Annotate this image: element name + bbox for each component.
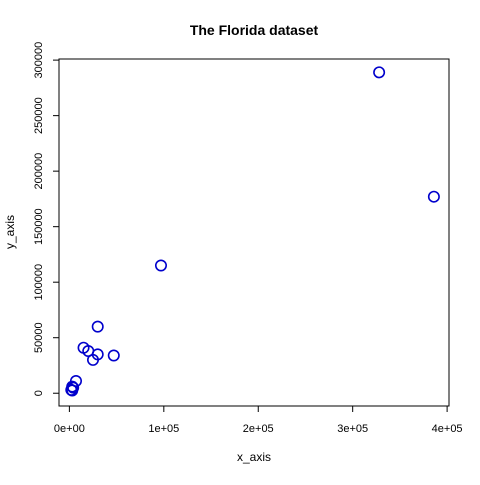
data-point [374,67,384,77]
plot-frame [59,59,449,406]
x-axis: 0e+00 1e+05 2e+05 3e+05 4e+05 [54,406,463,435]
y-tick-label: 200000 [33,153,45,190]
y-tick-label: 250000 [33,97,45,134]
y-axis-label: y_axis [3,215,17,249]
y-tick-label: 300000 [33,42,45,79]
y-tick-label: 100000 [33,264,45,301]
x-tick-label: 2e+05 [243,423,274,435]
data-point [93,321,103,331]
data-point [156,260,166,270]
x-tick-label: 4e+05 [432,423,463,435]
y-axis: 0 50000 100000 150000 200000 250000 300000 [33,42,59,397]
y-tick-label: 0 [33,390,45,396]
data-point [429,191,439,201]
x-tick-label: 1e+05 [148,423,179,435]
y-tick-label: 150000 [33,208,45,245]
data-points [66,67,439,396]
y-tick-label: 50000 [33,322,45,353]
x-tick-label: 0e+00 [54,423,85,435]
chart-title: The Florida dataset [190,22,319,38]
x-axis-label: x_axis [237,450,271,464]
data-point [109,350,119,360]
x-tick-label: 3e+05 [337,423,368,435]
